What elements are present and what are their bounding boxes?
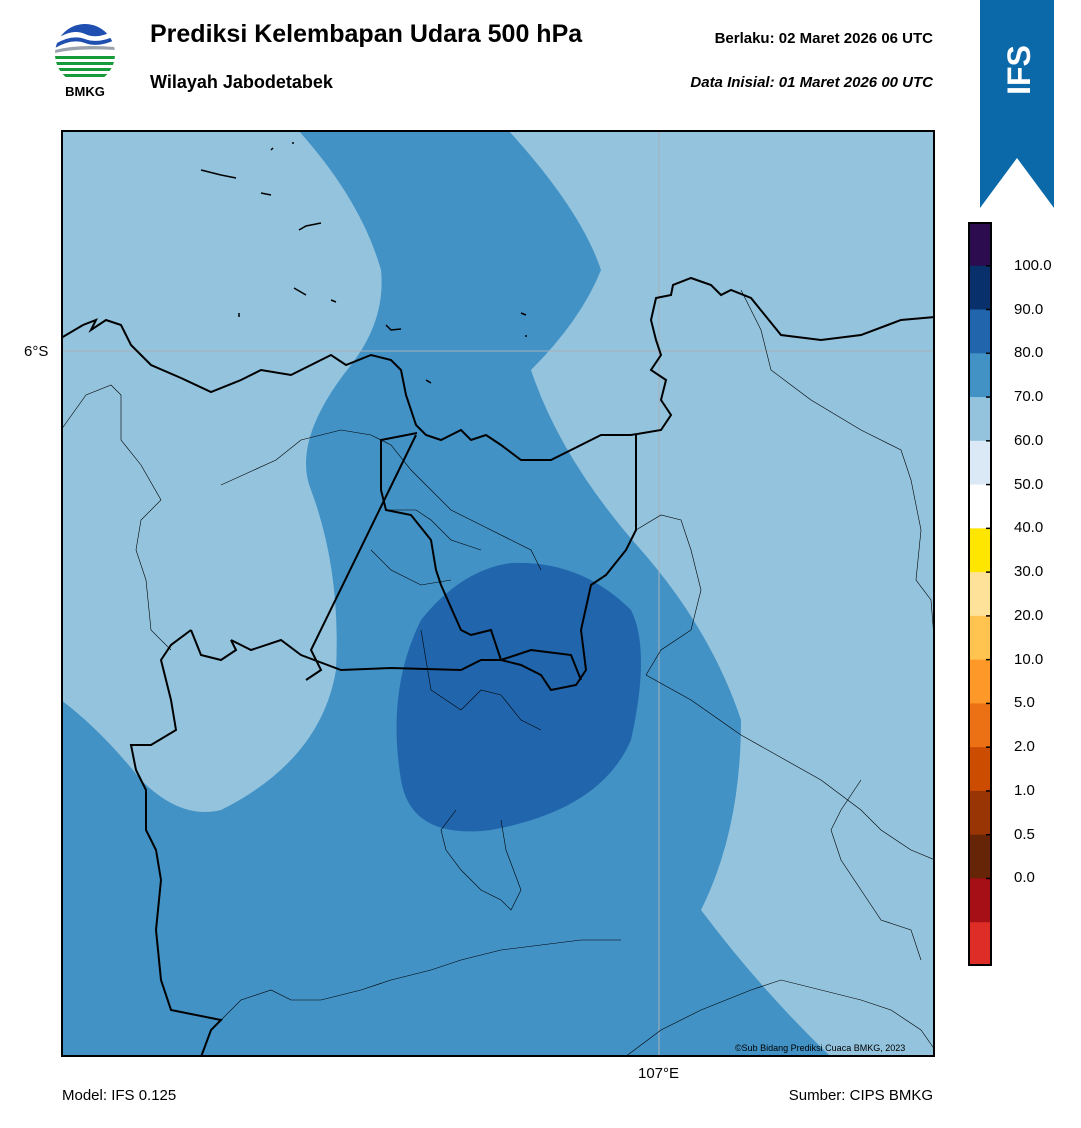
lat-label: 6°S: [24, 343, 49, 360]
colorbar-segment: [968, 878, 992, 923]
colorbar: [968, 222, 992, 966]
colorbar-label: 40.0: [1014, 519, 1044, 537]
colorbar-label: 80.0: [1014, 344, 1044, 362]
ifs-badge-text: IFS: [1001, 45, 1037, 95]
colorbar-segment: [968, 528, 992, 573]
coastline: [61, 276, 935, 1057]
colorbar-label: 1.0: [1014, 781, 1035, 799]
colorbar-segment: [968, 790, 992, 836]
colorbar-segment: [968, 615, 992, 661]
colorbar-label: 50.0: [1014, 475, 1044, 493]
page-title: Prediksi Kelembapan Udara 500 hPa: [150, 20, 583, 48]
copyright-text: ©Sub Bidang Prediksi Cuaca BMKG, 2023: [735, 1043, 906, 1053]
colorbar-segment: [968, 222, 992, 267]
colorbar-label: 90.0: [1014, 300, 1044, 318]
ifs-badge: IFS: [980, 0, 1054, 208]
colorbar-label: 10.0: [1014, 650, 1044, 668]
island-marks: [200, 142, 527, 384]
colorbar-label: 0.5: [1014, 825, 1035, 843]
colorbar-label: 0.0: [1014, 869, 1035, 887]
colorbar-segment: [968, 440, 992, 486]
initial-time: Data Inisial: 01 Maret 2026 00 UTC: [690, 74, 933, 91]
valid-time: Berlaku: 02 Maret 2026 06 UTC: [714, 30, 933, 47]
humidity-map: [61, 130, 935, 1057]
source-label: Sumber: CIPS BMKG: [788, 1087, 933, 1104]
map-fill-60-70-west: [61, 130, 382, 812]
colorbar-segment: [968, 922, 992, 966]
colorbar-label: 60.0: [1014, 431, 1044, 449]
colorbar-label: 100.0: [1014, 256, 1052, 274]
colorbar-segment: [968, 353, 992, 398]
logo-text: BMKG: [65, 84, 105, 99]
colorbar-segment: [968, 484, 992, 529]
model-label: Model: IFS 0.125: [62, 1087, 177, 1104]
page-subtitle: Wilayah Jabodetabek: [150, 72, 333, 92]
colorbar-segment: [968, 747, 992, 792]
map-fill-60-70-east: [508, 130, 935, 1057]
colorbar-segment: [968, 834, 992, 879]
colorbar-segment: [968, 659, 992, 704]
colorbar-label: 70.0: [1014, 388, 1044, 406]
map-fill-80-90: [396, 562, 641, 832]
colorbar-segment: [968, 397, 992, 442]
colorbar-segment: [968, 265, 992, 311]
admin-boundaries: [61, 289, 935, 1057]
colorbar-label: 2.0: [1014, 738, 1035, 756]
colorbar-segment: [968, 572, 992, 617]
colorbar-segment: [968, 703, 992, 748]
colorbar-label: 30.0: [1014, 563, 1044, 581]
colorbar-label: 5.0: [1014, 694, 1035, 712]
lon-label: 107°E: [638, 1065, 680, 1082]
colorbar-segment: [968, 309, 992, 354]
colorbar-label: 20.0: [1014, 606, 1044, 624]
bmkg-logo: [55, 24, 115, 84]
